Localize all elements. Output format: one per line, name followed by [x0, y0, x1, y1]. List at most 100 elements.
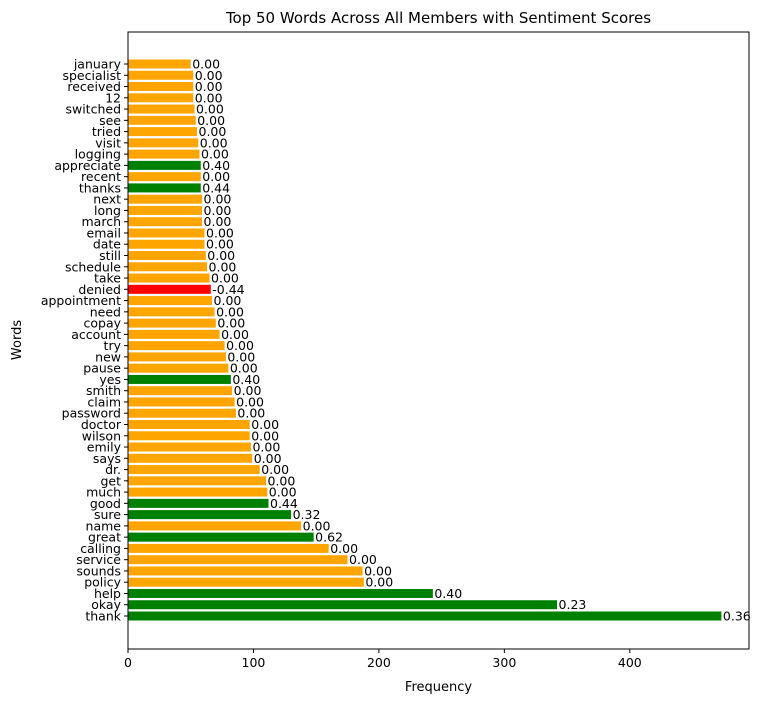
sentiment-label: 0.00: [261, 462, 289, 477]
bar-thank: [128, 611, 722, 621]
sentiment-label: 0.62: [315, 530, 343, 545]
sentiment-label: 0.00: [192, 57, 220, 72]
y-tick-label: tried: [92, 124, 121, 139]
sentiment-label: 0.00: [211, 271, 239, 286]
y-tick-label: received: [67, 79, 121, 94]
sentiment-label: 0.00: [221, 327, 249, 342]
y-tick-label: need: [90, 304, 121, 319]
sentiment-label: 0.00: [195, 90, 223, 105]
value-labels: 0.360.230.400.000.000.000.000.620.000.32…: [192, 57, 751, 624]
y-tick-label: denied: [78, 282, 121, 297]
y-tick-label: calling: [80, 541, 121, 556]
bar-january: [128, 59, 191, 69]
sentiment-label: 0.44: [270, 496, 298, 511]
bar-wilson: [128, 431, 250, 441]
y-tick-label: says: [93, 451, 121, 466]
sentiment-label: 0.00: [204, 203, 232, 218]
y-tick-label: try: [104, 338, 122, 353]
sentiment-label: -0.44: [212, 282, 244, 297]
x-tick-label: 200: [367, 655, 391, 670]
sentiment-label: 0.00: [201, 147, 229, 162]
bar-help: [128, 588, 433, 598]
y-tick-label: doctor: [81, 417, 122, 432]
bar-name: [128, 521, 302, 531]
sentiment-label: 0.00: [206, 225, 234, 240]
y-tick-label: dr.: [105, 462, 121, 477]
bar-12: [128, 93, 194, 103]
bar-thanks: [128, 183, 201, 193]
bar-email: [128, 228, 205, 238]
y-tick-label: copay: [83, 316, 121, 331]
bar-emily: [128, 442, 251, 452]
sentiment-label: 0.00: [197, 113, 225, 128]
sentiment-label: 0.00: [269, 485, 297, 500]
bar-calling: [128, 543, 329, 553]
y-tick-label: specialist: [62, 68, 121, 83]
y-tick-label: help: [94, 586, 121, 601]
sentiment-label: 0.00: [209, 259, 237, 274]
bar-long: [128, 205, 203, 215]
x-axis-ticks: 0 100 200 300 400: [124, 649, 642, 670]
bar-march: [128, 217, 203, 227]
bar-date: [128, 239, 205, 249]
y-tick-label: date: [93, 237, 121, 252]
y-tick-label: 12: [105, 90, 121, 105]
bar-next: [128, 194, 203, 204]
sentiment-label: 0.00: [230, 361, 258, 376]
sentiment-label: 0.00: [196, 102, 224, 117]
y-tick-label: password: [62, 406, 121, 421]
bar-okay: [128, 600, 558, 610]
bar-denied: [128, 284, 211, 294]
bar-account: [128, 329, 220, 339]
bar-says: [128, 453, 253, 463]
sentiment-label: 0.36: [723, 609, 751, 624]
sentiment-label: 0.40: [202, 158, 230, 173]
bar-sure: [128, 510, 292, 520]
sentiment-label: 0.00: [251, 417, 279, 432]
bar-switched: [128, 104, 195, 114]
y-tick-label: policy: [84, 575, 121, 590]
y-axis-label: Words: [10, 320, 25, 360]
sentiment-label: 0.00: [234, 383, 262, 398]
bar-doctor: [128, 419, 250, 429]
y-tick-label: pause: [83, 361, 121, 376]
bar-yes: [128, 374, 231, 384]
sentiment-label: 0.00: [237, 406, 265, 421]
bar-claim: [128, 397, 235, 407]
bar-see: [128, 115, 196, 125]
y-tick-label: get: [100, 473, 121, 488]
y-tick-label: thank: [85, 609, 121, 624]
sentiment-label: 0.00: [204, 192, 232, 207]
y-tick-label: wilson: [82, 428, 121, 443]
y-tick-label: claim: [87, 394, 121, 409]
bar-dr.: [128, 465, 260, 475]
y-tick-label: recent: [81, 169, 121, 184]
x-axis-label: Frequency: [405, 680, 472, 695]
y-tick-label: good: [90, 496, 121, 511]
sentiment-label: 0.00: [207, 248, 235, 263]
sentiment-label: 0.00: [202, 169, 230, 184]
y-tick-label: name: [86, 518, 122, 533]
y-tick-label: yes: [99, 372, 121, 387]
y-tick-label: okay: [91, 597, 121, 612]
bar-great: [128, 532, 314, 542]
y-tick-label: thanks: [79, 180, 121, 195]
bar-get: [128, 476, 266, 486]
y-tick-label: great: [88, 530, 121, 545]
y-tick-label: still: [99, 248, 121, 263]
bar-good: [128, 498, 269, 508]
y-tick-label: service: [76, 552, 121, 567]
y-tick-label: sounds: [77, 563, 121, 578]
y-tick-label: new: [95, 349, 121, 364]
sentiment-label: 0.00: [200, 135, 228, 150]
sentiment-label: 0.00: [206, 237, 234, 252]
sentiment-label: 0.00: [216, 304, 244, 319]
x-tick-label: 300: [492, 655, 516, 670]
y-tick-label: appreciate: [54, 158, 121, 173]
bar-recent: [128, 172, 201, 182]
y-tick-label: logging: [75, 147, 121, 162]
sentiment-label: 0.00: [227, 349, 255, 364]
bar-visit: [128, 138, 199, 148]
